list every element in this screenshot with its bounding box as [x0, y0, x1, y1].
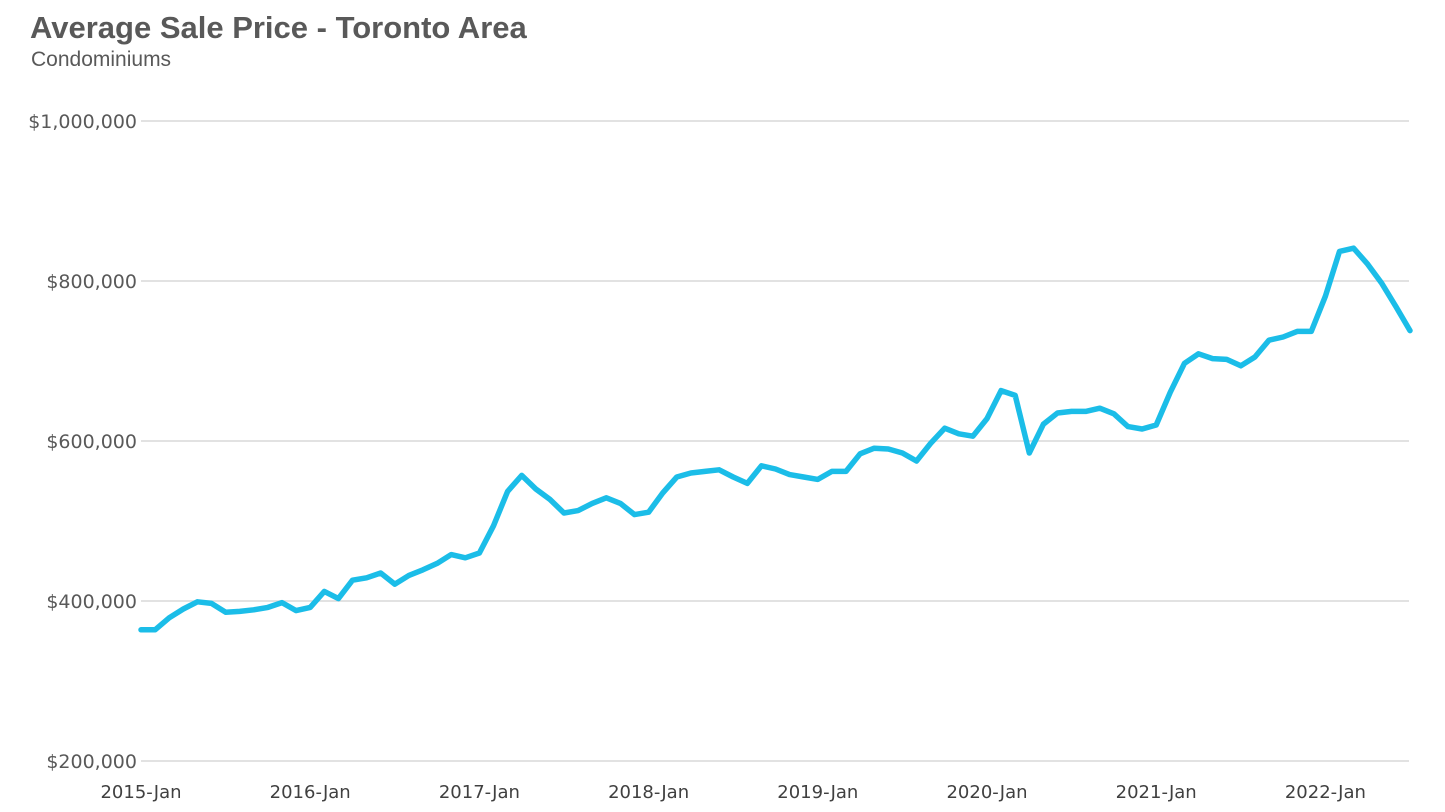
y-tick-label: $400,000 — [46, 591, 137, 613]
y-tick-label: $200,000 — [46, 751, 137, 773]
x-tick-label: 2018-Jan — [608, 782, 689, 803]
gridlines — [141, 120, 1409, 762]
x-tick-label: 2019-Jan — [777, 782, 858, 803]
chart-subtitle: Condominiums — [31, 48, 172, 71]
x-tick-label: 2020-Jan — [946, 782, 1027, 803]
x-tick-label: 2017-Jan — [439, 782, 520, 803]
series-line-0 — [138, 245, 1413, 633]
x-tick-label: 2015-Jan — [100, 782, 181, 803]
y-tick-label: $600,000 — [46, 431, 137, 453]
x-axis-ticks: 2015-Jan 2016-Jan 2017-Jan 2018-Jan 2019-Jan… — [100, 782, 1365, 803]
x-tick-label: 2021-Jan — [1116, 782, 1197, 803]
y-tick-label: $800,000 — [46, 271, 137, 293]
y-axis-ticks: $200,000 $400,000 $600,000 $800,000 $1,000,0… — [28, 111, 137, 773]
y-tick-label: $1,000,000 — [28, 111, 137, 133]
chart-title: Average Sale Price - Toronto Area — [30, 10, 527, 45]
series-group — [138, 245, 1413, 633]
x-tick-label: 2016-Jan — [270, 782, 351, 803]
x-tick-label: 2022-Jan — [1285, 782, 1366, 803]
